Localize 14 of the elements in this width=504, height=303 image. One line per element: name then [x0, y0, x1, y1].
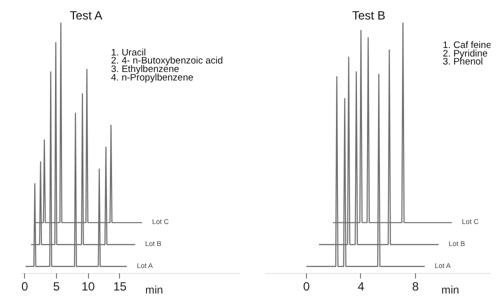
x-axis-title: min [441, 284, 460, 297]
x-tick-label: 0 [303, 280, 310, 294]
x-axis-title: min [145, 284, 164, 297]
x-tick-label: 10 [81, 280, 96, 294]
x-tick-label: 5 [53, 280, 60, 294]
x-tick-label: 4 [358, 280, 365, 294]
annotation: 3. Phenol [442, 56, 483, 68]
annotation: 4. n-Propylbenzene [111, 72, 194, 84]
x-tick-label: 0 [21, 280, 28, 294]
x-tick-label: 8 [412, 280, 420, 294]
chart-title: Test A [70, 8, 102, 22]
x-tick-label: 15 [113, 280, 127, 294]
chart-title: Test B [352, 8, 386, 22]
annotation: 3. Ethylbenzene [111, 64, 180, 75]
